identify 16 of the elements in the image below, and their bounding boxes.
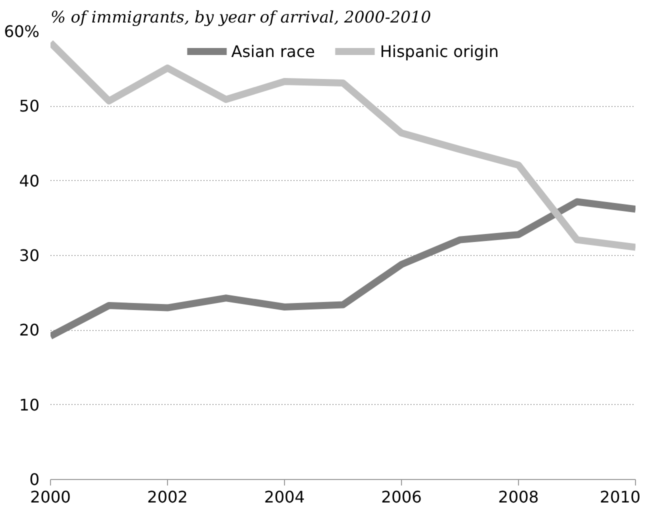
x-tick-label: 2006 — [381, 488, 422, 506]
chart-title: % of immigrants, by year of arrival, 2000-2010 — [50, 8, 432, 26]
y-tick-label: 10 — [19, 395, 40, 414]
y-tick-label: 30 — [19, 246, 40, 265]
x-tick-label: 2010 — [600, 488, 640, 506]
x-tick-label: 2002 — [147, 488, 188, 506]
legend-label: Hispanic origin — [380, 42, 499, 60]
y-tick-label: 20 — [19, 320, 40, 340]
y-tick-label: 0 — [29, 470, 40, 489]
x-tick-label: 2008 — [498, 488, 539, 506]
y-tick-label: 50 — [19, 96, 40, 116]
legend-label: Asian race — [231, 42, 315, 60]
y-tick-label: 40 — [19, 171, 40, 190]
x-tick-label: 2004 — [264, 488, 305, 506]
y-tick-label: 60% — [4, 22, 40, 41]
x-tick-label: 2000 — [30, 488, 71, 506]
